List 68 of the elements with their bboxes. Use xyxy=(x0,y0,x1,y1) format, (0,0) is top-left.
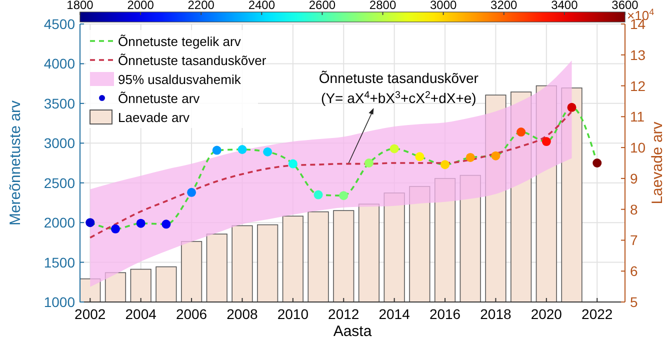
y-tick-label: 1000 xyxy=(44,294,76,310)
legend-label: Õnnetuste tasanduskõver xyxy=(118,53,267,68)
x-axis-title: Aasta xyxy=(333,323,372,340)
legend-label: Laevade arv xyxy=(118,110,190,125)
legend-label: Õnnetuste arv xyxy=(118,91,200,106)
y2-tick-label: 7 xyxy=(630,232,638,248)
point xyxy=(86,218,95,228)
color-bar-label: 3000 xyxy=(430,0,458,12)
color-bar-label: 3600 xyxy=(612,0,639,12)
color-bar-label: 2200 xyxy=(188,0,215,12)
x-tick-label: 2012 xyxy=(328,306,360,322)
point xyxy=(491,151,500,160)
y2-tick-label: 5 xyxy=(630,294,638,310)
y2-tick-label: 8 xyxy=(630,201,638,218)
point xyxy=(542,137,551,146)
y-tick-label: 1500 xyxy=(44,254,76,270)
color-bar-label: 2800 xyxy=(369,0,396,12)
point xyxy=(592,158,602,168)
color-bar-label: 2000 xyxy=(127,0,154,12)
y2-axis-title: Laevade arv xyxy=(649,121,666,204)
point xyxy=(110,224,120,234)
y-tick-label: 4500 xyxy=(44,16,76,32)
point xyxy=(364,158,374,168)
y2-tick-label: 13 xyxy=(630,46,646,63)
annotation: Õnnetuste tasanduskõver (Y= aX$^{4}$+bX$^{3}$+cX$^{2}$+dX+e) xyxy=(318,70,479,106)
x-tick-label: 2006 xyxy=(176,306,208,322)
y2-tick-label: 11 xyxy=(630,108,645,125)
y-tick-label: 2500 xyxy=(44,174,76,191)
x-tick-label: 2018 xyxy=(480,306,512,322)
point xyxy=(238,144,247,154)
point xyxy=(263,147,272,156)
legend-label: Õnnetuste tegelik arv xyxy=(118,34,242,49)
y2-tick-label: 12 xyxy=(630,78,646,94)
y-tick-label: 4000 xyxy=(44,56,76,72)
color-bar-label: 1800 xyxy=(66,0,94,12)
point xyxy=(567,102,576,112)
point xyxy=(440,160,450,170)
y2-tick-label: 10 xyxy=(630,140,646,156)
x-tick-label: 2016 xyxy=(429,306,461,322)
y-tick-label: 3500 xyxy=(44,95,76,112)
color-bar-label: 2400 xyxy=(248,0,276,12)
point xyxy=(314,190,323,200)
x-tick-label: 2014 xyxy=(378,306,410,322)
x-tick-label: 2010 xyxy=(277,306,309,322)
color-bar-label: 2600 xyxy=(308,0,336,12)
color-bar-label: 3200 xyxy=(490,0,518,12)
y-tick-label: 3000 xyxy=(44,135,76,152)
x-tick-label: 2020 xyxy=(530,306,562,322)
point xyxy=(187,188,196,197)
x-tick-label: 2008 xyxy=(226,306,258,322)
x-tick-label: 2002 xyxy=(74,306,106,322)
point xyxy=(466,152,475,162)
point xyxy=(162,220,171,229)
point xyxy=(516,128,526,137)
y-tick-label: 2000 xyxy=(44,214,76,231)
x-tick-label: 2022 xyxy=(582,306,613,322)
y2-tick-label: 6 xyxy=(630,263,638,280)
y-axis-title: Mereõnnetuste arv xyxy=(7,100,24,226)
point xyxy=(390,144,399,154)
point xyxy=(136,218,146,228)
annotation: 95% usaldusvahemik xyxy=(118,72,242,87)
point xyxy=(288,159,298,168)
point xyxy=(212,146,222,155)
color-bar-label: 3400 xyxy=(551,0,578,12)
x-tick-label: 2004 xyxy=(125,306,157,322)
y2-tick-label: 9 xyxy=(630,170,638,186)
point xyxy=(415,152,424,162)
point xyxy=(339,191,348,200)
